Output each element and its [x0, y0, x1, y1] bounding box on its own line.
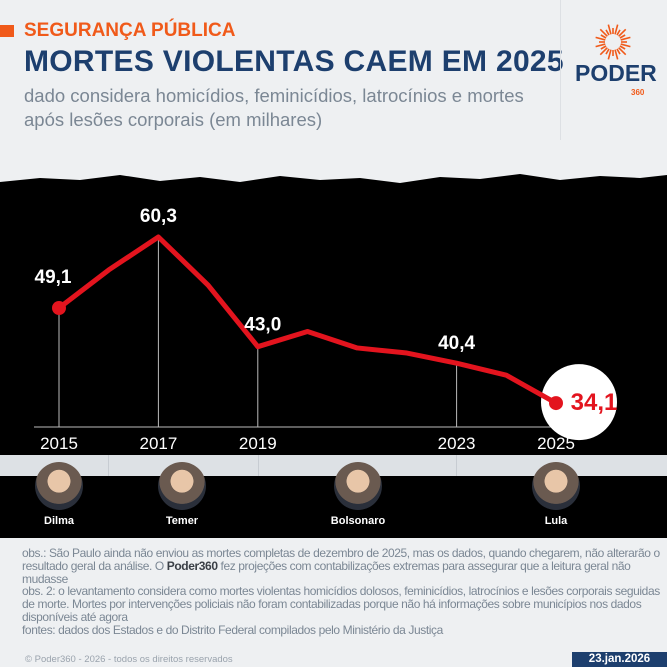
- president-name: Bolsonaro: [330, 515, 386, 527]
- x-tick-label: 2015: [40, 434, 78, 453]
- president-name: Lula: [544, 515, 568, 527]
- x-tick-label: 2025: [537, 434, 575, 453]
- data-line: [57, 234, 558, 406]
- notes: obs.: São Paulo ainda não enviou as mort…: [22, 547, 662, 637]
- note-1-brand: Poder360: [166, 558, 218, 573]
- section-kicker: SEGURANÇA PÚBLICA: [0, 20, 235, 42]
- publish-date: 23.jan.2026: [572, 652, 667, 667]
- copyright: © Poder360 - 2026 - todos os direitos re…: [25, 654, 233, 665]
- president-photo: [158, 462, 206, 510]
- logo-name: PODER: [575, 60, 657, 86]
- president-photo: [35, 462, 83, 510]
- president-dilma: Dilma: [29, 462, 89, 527]
- kicker-text: SEGURANÇA PÚBLICA: [24, 20, 236, 41]
- data-label: 49,1: [35, 267, 72, 288]
- sources: fontes: dados dos Estados e do Distrito …: [22, 622, 443, 637]
- note-2: obs. 2: o levantamento considera como mo…: [22, 584, 660, 624]
- x-tick-label: 2023: [438, 434, 476, 453]
- president-temer: Temer: [152, 462, 212, 527]
- logo-number: 360: [631, 88, 645, 97]
- data-label: 60,3: [140, 206, 177, 227]
- poder360-logo: PODER 360: [560, 0, 667, 140]
- data-label: 43,0: [244, 315, 281, 336]
- chart-title: MORTES VIOLENTAS CAEM EM 2025: [24, 45, 564, 78]
- president-photo: [334, 462, 382, 510]
- president-bolsonaro: Bolsonaro: [328, 462, 388, 527]
- x-tick-label: 2019: [239, 434, 277, 453]
- presidents-row: Dilma Temer Bolsonaro Lula: [0, 462, 667, 538]
- data-point: [52, 301, 66, 315]
- president-name: Temer: [165, 515, 199, 527]
- line-chart: 2015 2017 2019 2023 2025 49,1 60,3 43,0 40,4 34,1: [0, 174, 667, 460]
- note-1: obs.: São Paulo ainda não enviou as mort…: [22, 547, 662, 585]
- note-1-text: obs.: São Paulo ainda não enviou as mort…: [22, 546, 660, 573]
- note-1-text-end: fez projeções com contabilizações extrem…: [22, 558, 631, 586]
- highlight-circle: [541, 364, 617, 441]
- data-point: [549, 396, 563, 411]
- president-lula: Lula: [526, 462, 586, 527]
- data-label: 40,4: [438, 333, 475, 354]
- chart-subtitle: dado considera homicídios, feminicídios,…: [24, 85, 524, 130]
- president-name: Dilma: [44, 515, 74, 527]
- data-label: 34,1: [571, 389, 618, 416]
- x-tick-label: 2017: [139, 434, 177, 453]
- sun-icon: [595, 24, 631, 60]
- president-photo: [532, 462, 580, 510]
